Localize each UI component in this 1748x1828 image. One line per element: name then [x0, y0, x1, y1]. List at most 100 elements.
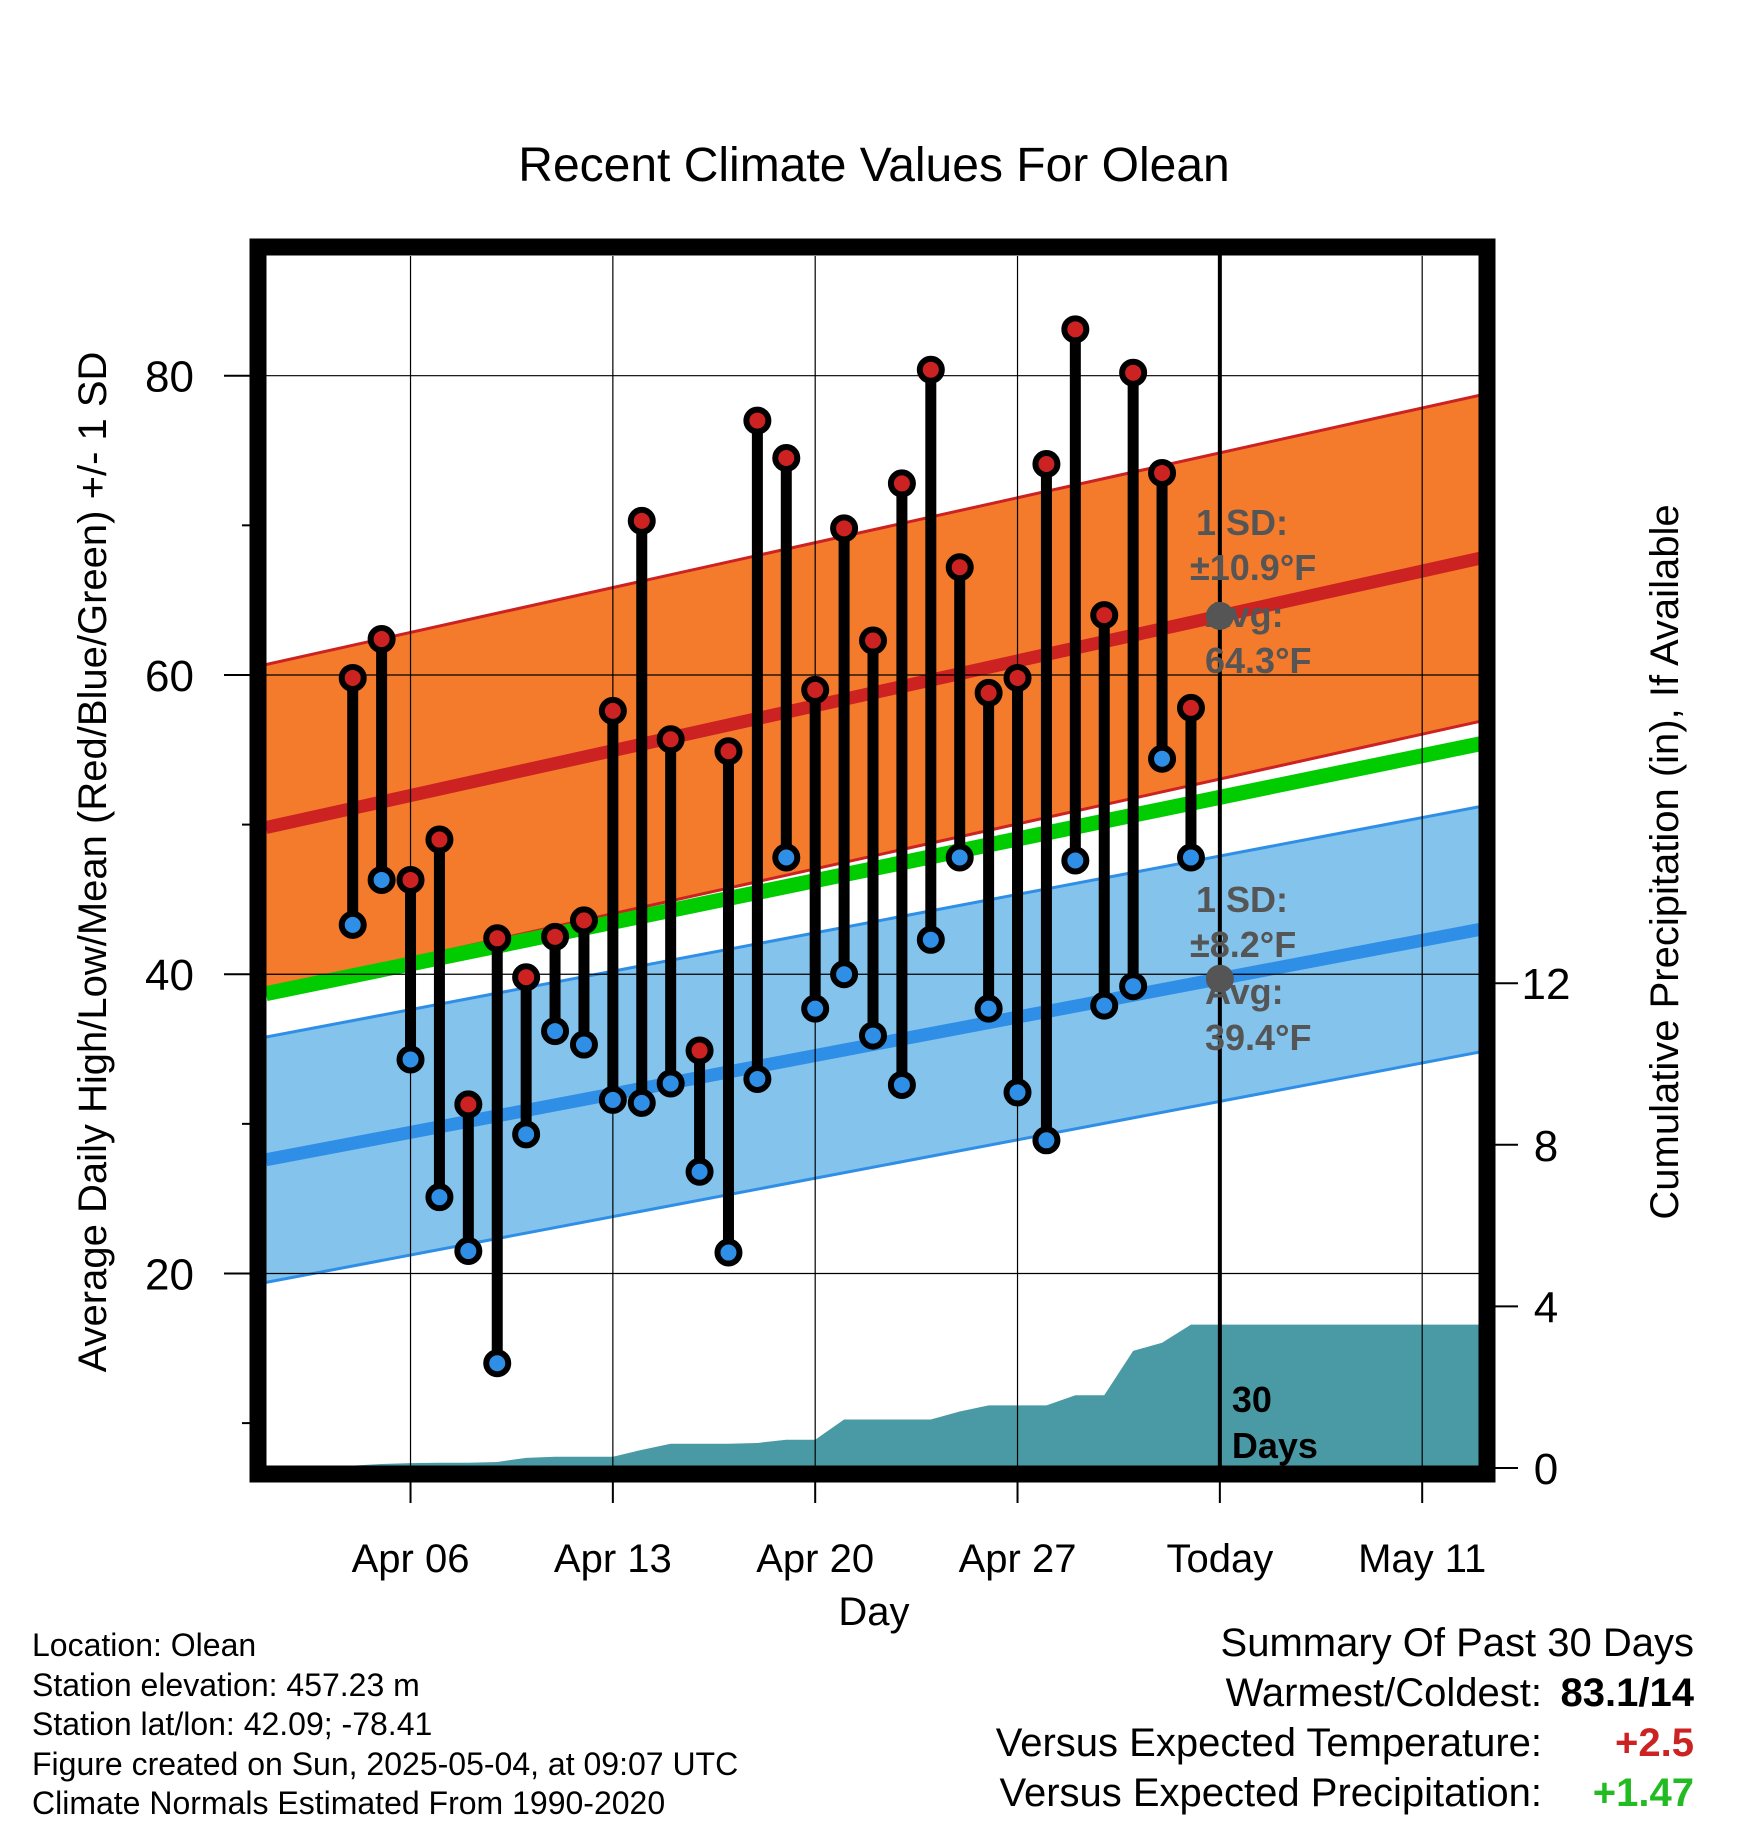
summary-temp-row: Versus Expected Temperature: +2.5 [794, 1718, 1694, 1768]
days-label-line: 30 [1232, 1379, 1272, 1420]
high-annotation: 1 SD:±10.9°F Avg: 64.3°F [1190, 502, 1316, 681]
y2-tick-label: 4 [1534, 1283, 1558, 1332]
daily-high-point [1176, 693, 1205, 722]
daily-low-point [916, 925, 945, 954]
daily-high-point [859, 626, 887, 655]
plot-frame [249, 238, 1496, 1483]
daily-high-point [916, 355, 945, 384]
daily-high-point [338, 663, 367, 692]
today-high-normal-dot [1205, 601, 1234, 630]
elevation-text: Station elevation: 457.23 m [32, 1666, 420, 1703]
daily-high-point [1090, 601, 1119, 630]
daily-high-point [541, 922, 570, 951]
daily-low-point [801, 994, 830, 1023]
summary-warmest-label: Warmest/Coldest: [1225, 1671, 1542, 1715]
high-sd-value: ±10.9°F [1190, 547, 1316, 588]
normals-text: Climate Normals Estimated From 1990-2020 [32, 1785, 666, 1821]
daily-high-point [569, 906, 598, 935]
daily-low-point [483, 1349, 512, 1378]
daily-high-point [1119, 358, 1148, 387]
y2-tick-label: 8 [1534, 1122, 1558, 1171]
daily-high-point [454, 1090, 483, 1119]
daily-low-point [367, 865, 396, 894]
x-tick-label: Today [1166, 1537, 1273, 1581]
x-tick-label: Apr 27 [959, 1537, 1077, 1581]
summary-precip-row: Versus Expected Precipitation: +1.47 [794, 1768, 1694, 1818]
daily-low-point [569, 1030, 598, 1059]
summary-temp-value: +2.5 [1615, 1721, 1694, 1765]
daily-low-point [887, 1070, 916, 1099]
daily-low-point [1061, 846, 1090, 875]
daily-high-point [1061, 315, 1090, 344]
low-avg-value: 39.4°F [1205, 1017, 1311, 1058]
daily-high-point [367, 625, 396, 654]
daily-low-point [1148, 744, 1177, 773]
low-avg-label: Avg: [1205, 971, 1284, 1012]
daily-high-point [772, 444, 801, 472]
daily-high-point [396, 865, 425, 894]
daily-high-point [1148, 458, 1177, 487]
x-axis-label: Day [838, 1590, 909, 1634]
summary-warmest-value: 83.1/14 [1560, 1671, 1694, 1715]
daily-low-point [627, 1088, 656, 1117]
latlon-text: Station lat/lon: 42.09; -78.41 [32, 1706, 433, 1742]
daily-low-point [974, 994, 1003, 1023]
y-tick-label: 80 [145, 353, 194, 402]
daily-low-point [830, 960, 859, 989]
daily-low-point [685, 1157, 714, 1186]
y-axis-label: Average Daily High/Low/Mean (Red/Blue/Gr… [71, 352, 115, 1373]
high-avg-label: Avg: [1205, 594, 1284, 635]
daily-low-point [454, 1237, 483, 1266]
low-annotation: 1 SD:±8.2°F Avg: 39.4°F [1190, 879, 1311, 1058]
daily-low-point [743, 1064, 772, 1093]
x-tick-label: Apr 13 [554, 1537, 672, 1581]
y2-axis-label: Cumulative Precipitation (in), If Availa… [1643, 504, 1687, 1219]
summary-precip-label: Versus Expected Precipitation: [999, 1771, 1542, 1815]
daily-high-point [627, 506, 656, 535]
daily-low-point [1176, 843, 1205, 872]
x-tick-label: May 11 [1358, 1537, 1486, 1581]
summary-panel: Summary Of Past 30 Days Warmest/Coldest:… [794, 1618, 1694, 1818]
days-label-line: Days [1232, 1425, 1318, 1466]
daily-low-point [338, 910, 367, 939]
y-tick-label: 20 [145, 1250, 194, 1299]
today-low-normal-dot [1205, 964, 1234, 993]
y-tick-label: 60 [145, 652, 194, 701]
daily-low-point [1090, 991, 1119, 1020]
precipitation-area [309, 1324, 1480, 1468]
low-sd-label: 1 SD: [1196, 879, 1288, 920]
daily-low-point [772, 843, 801, 872]
chart-title: Recent Climate Values For Olean [518, 139, 1229, 192]
summary-warmest-row: Warmest/Coldest: 83.1/14 [794, 1668, 1694, 1718]
summary-precip-value: +1.47 [1592, 1771, 1694, 1815]
daily-low-point [598, 1085, 627, 1114]
high-avg-value: 64.3°F [1205, 640, 1311, 681]
daily-high-point [425, 825, 454, 854]
daily-low-point [945, 843, 974, 872]
low-sd-value: ±8.2°F [1190, 924, 1296, 965]
summary-title: Summary Of Past 30 Days [1220, 1621, 1694, 1665]
daily-low-point [425, 1183, 454, 1212]
y2-tick-label: 0 [1534, 1445, 1558, 1494]
daily-low-point [396, 1045, 425, 1074]
daily-high-point [1003, 663, 1032, 692]
high-sd-label: 1 SD: [1196, 502, 1288, 543]
station-info: Location: Olean Station elevation: 457.2… [32, 1626, 852, 1824]
summary-temp-label: Versus Expected Temperature: [995, 1721, 1542, 1765]
daily-high-point [830, 514, 859, 543]
daily-high-point [714, 737, 743, 766]
created-text: Figure created on Sun, 2025-05-04, at 09… [32, 1745, 739, 1782]
daily-high-point [974, 678, 1003, 707]
daily-high-point [512, 963, 541, 992]
daily-low-point [859, 1021, 887, 1050]
daily-high-point [685, 1036, 714, 1065]
daily-low-point [656, 1069, 685, 1098]
daily-low-point [541, 1017, 570, 1046]
x-tick-label: Apr 20 [756, 1537, 874, 1581]
y2-tick-label: 12 [1522, 960, 1571, 1009]
daily-high-point [887, 469, 916, 498]
daily-low-point [512, 1120, 541, 1149]
x-tick-label: Apr 06 [352, 1537, 470, 1581]
daily-high-point [598, 696, 627, 725]
